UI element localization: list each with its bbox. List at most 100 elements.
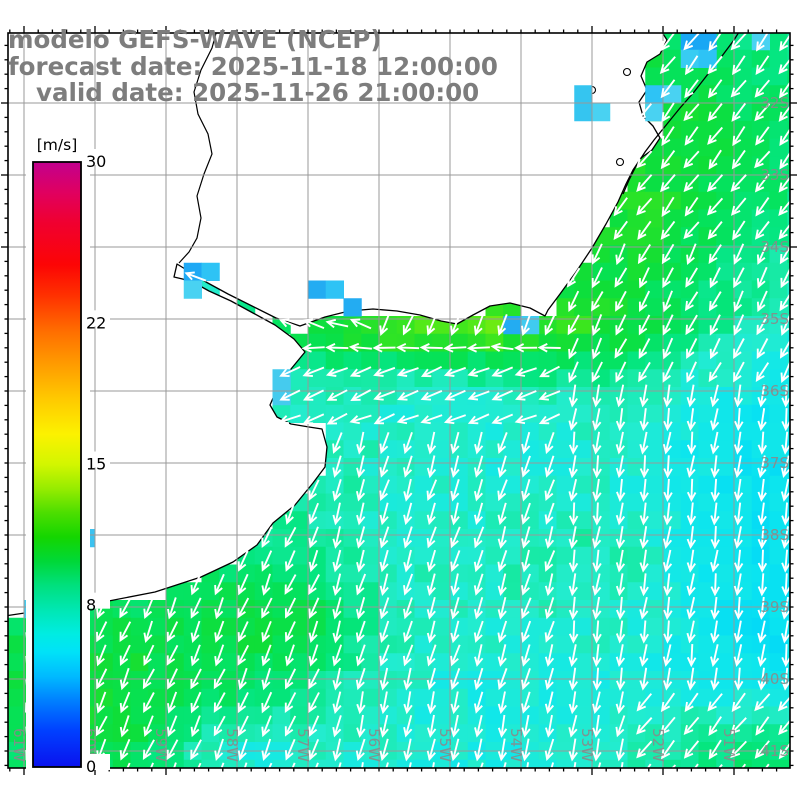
wind-arrow bbox=[214, 644, 225, 667]
wind-arrow bbox=[261, 715, 272, 738]
wind-arrow bbox=[754, 103, 771, 122]
wind-arrow bbox=[684, 79, 699, 99]
colorbar-tick-label: 30 bbox=[86, 152, 106, 171]
wind-arrow bbox=[473, 573, 484, 596]
wind-arrow bbox=[237, 644, 250, 666]
wind-arrow bbox=[592, 738, 602, 762]
wind-arrow bbox=[149, 762, 154, 768]
wind-arrow bbox=[730, 740, 747, 759]
wind-arrow bbox=[732, 220, 746, 241]
wind-arrow bbox=[707, 55, 723, 75]
wind-arrow bbox=[733, 573, 744, 597]
wind-arrow bbox=[732, 125, 746, 147]
wind-arrow bbox=[662, 644, 673, 667]
lat-tick-label: 32S bbox=[760, 94, 789, 112]
wind-arrow bbox=[450, 667, 461, 691]
colorbar-unit-label: [m/s] bbox=[37, 136, 78, 154]
wind-arrow bbox=[663, 455, 673, 479]
wind-arrow bbox=[214, 573, 225, 596]
wind-arrow bbox=[443, 414, 467, 425]
wind-arrow bbox=[349, 318, 372, 330]
wind-arrow bbox=[432, 762, 435, 768]
wind-arrow bbox=[308, 502, 319, 525]
barrier-coastline bbox=[622, 33, 740, 195]
wind-arrow bbox=[661, 243, 675, 265]
wind-arrow bbox=[779, 127, 790, 146]
wind-arrow bbox=[710, 667, 720, 691]
wind-arrow bbox=[361, 762, 364, 768]
wind-arrow bbox=[544, 691, 555, 715]
wind-arrow bbox=[755, 55, 770, 76]
colorbar-gradient-bar bbox=[32, 161, 82, 768]
wind-arrow bbox=[639, 667, 649, 691]
wind-arrow bbox=[403, 691, 413, 715]
wind-arrow bbox=[284, 692, 297, 713]
wind-arrow bbox=[197, 762, 202, 768]
wind-arrow bbox=[638, 290, 651, 313]
wind-arrow bbox=[686, 361, 697, 383]
wind-arrow bbox=[613, 220, 628, 241]
wind-arrow bbox=[615, 738, 625, 762]
title-line-valid-date: valid date: 2025-11-26 21:00:00 bbox=[36, 78, 479, 107]
lat-tick-label: 39S bbox=[760, 598, 789, 616]
wind-arrow bbox=[379, 667, 389, 691]
wind-arrow bbox=[301, 343, 325, 353]
wind-arrow bbox=[707, 197, 724, 216]
wind-arrow bbox=[119, 621, 132, 643]
wind-arrow bbox=[466, 343, 490, 353]
wind-arrow bbox=[521, 738, 531, 762]
wind-arrow bbox=[686, 337, 698, 360]
wind-arrow bbox=[734, 667, 744, 691]
wind-arrow bbox=[497, 691, 507, 715]
wind-arrow bbox=[514, 390, 537, 401]
wind-arrow bbox=[663, 596, 673, 620]
wind-arrow bbox=[96, 691, 107, 714]
wind-arrow bbox=[473, 620, 484, 643]
wind-arrow bbox=[710, 596, 720, 620]
wind-arrow bbox=[261, 620, 272, 643]
wind-arrow bbox=[663, 478, 673, 502]
wind-arrow bbox=[544, 526, 555, 549]
wind-arrow bbox=[497, 455, 507, 478]
wind-arrow bbox=[426, 526, 437, 549]
wind-arrow bbox=[491, 389, 513, 401]
wind-arrow bbox=[302, 318, 325, 329]
wind-arrow bbox=[686, 620, 696, 644]
wind-arrow bbox=[733, 314, 745, 336]
wind-arrow bbox=[467, 413, 490, 425]
wind-arrow bbox=[285, 644, 295, 667]
lagoon-outline bbox=[622, 67, 632, 77]
wind-arrow bbox=[521, 644, 531, 667]
wind-arrow bbox=[662, 290, 673, 313]
wind-arrow bbox=[686, 667, 696, 691]
wind-arrow bbox=[497, 549, 508, 573]
wind-arrow bbox=[780, 596, 790, 620]
wind-arrow bbox=[190, 573, 202, 596]
wind-arrow bbox=[592, 549, 602, 573]
wind-arrow bbox=[308, 620, 319, 643]
wind-arrow bbox=[450, 550, 461, 572]
wind-arrow bbox=[379, 549, 389, 573]
wind-arrow bbox=[781, 431, 790, 455]
wind-arrow bbox=[356, 714, 366, 738]
wind-arrow bbox=[756, 266, 768, 289]
wind-arrow bbox=[261, 526, 273, 548]
wind-arrow bbox=[166, 644, 179, 666]
wind-arrow bbox=[639, 526, 649, 550]
wind-arrow bbox=[214, 620, 225, 643]
wind-arrow bbox=[379, 479, 390, 502]
wind-arrow bbox=[544, 644, 555, 667]
wind-arrow bbox=[663, 620, 673, 644]
wind-arrow bbox=[497, 620, 508, 643]
wind-arrow bbox=[615, 455, 626, 479]
wind-arrow bbox=[473, 667, 484, 691]
wind-arrow bbox=[356, 691, 366, 715]
colorbar-tick-bg bbox=[84, 592, 110, 609]
wind-arrow bbox=[261, 738, 272, 761]
wind-arrow bbox=[473, 502, 484, 526]
lon-tick-label: 56W bbox=[365, 728, 383, 762]
colorbar-tick-label: 22 bbox=[86, 313, 106, 332]
wind-arrow bbox=[639, 596, 649, 620]
wind-arrow bbox=[497, 314, 508, 336]
wind-arrow bbox=[733, 384, 744, 408]
